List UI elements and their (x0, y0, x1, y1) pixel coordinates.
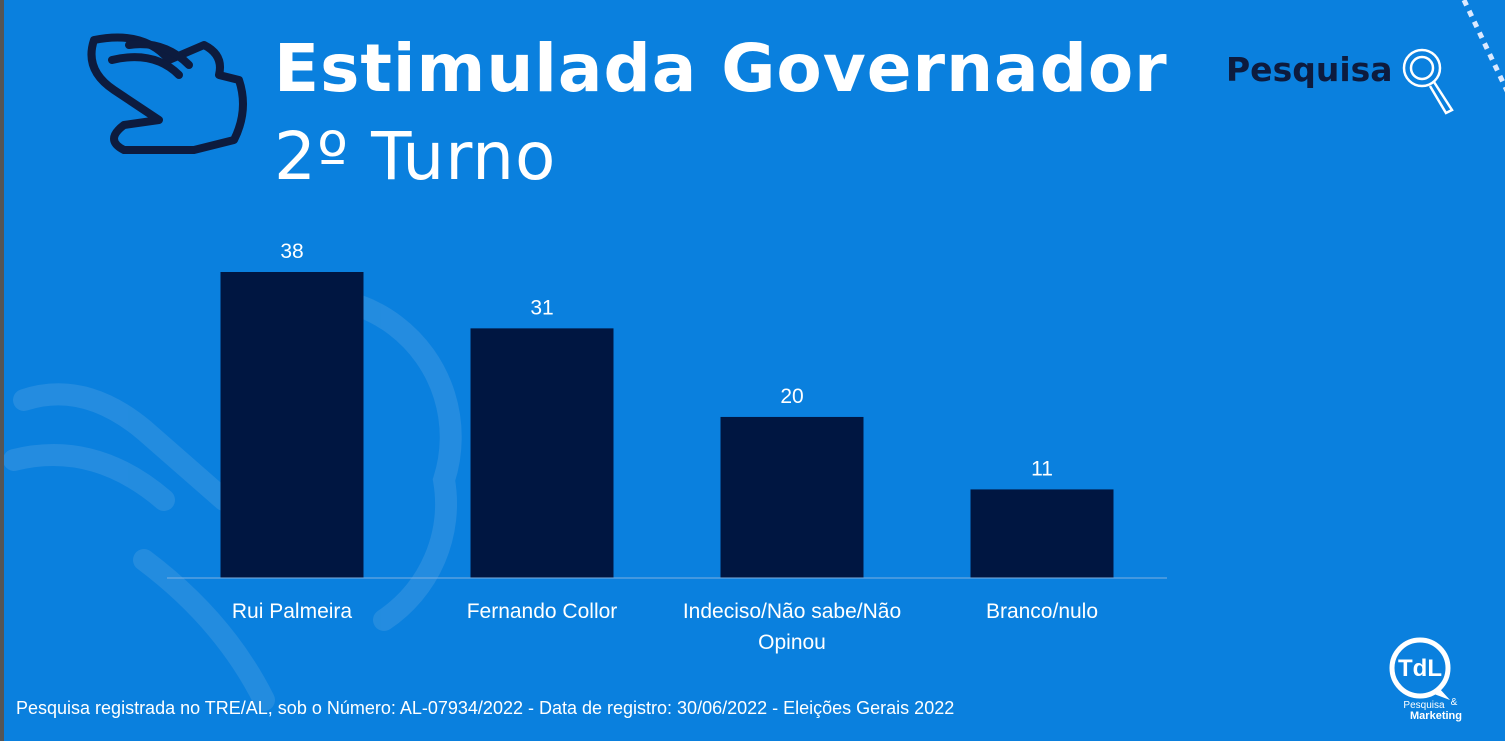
x-tick-label: Indeciso/Não sabe/Não Opinou (682, 600, 902, 654)
hand-icon (87, 33, 247, 154)
bar (220, 272, 364, 578)
bar (470, 328, 614, 578)
logo-line1: Pesquisa (1403, 700, 1445, 711)
bar (970, 489, 1114, 578)
bar (720, 416, 864, 578)
footer-note: Pesquisa registrada no TRE/AL, sob o Núm… (16, 698, 955, 718)
x-tick-label: Fernando Collor (466, 600, 618, 623)
chart: 38 31 20 11 (167, 240, 1167, 579)
value-label: 20 (780, 385, 803, 408)
logo-amp: & (1451, 697, 1458, 708)
value-label: 31 (530, 296, 553, 319)
subtitle: 2º Turno (274, 118, 557, 195)
value-label: 11 (1031, 457, 1053, 480)
corner-stripe (1461, 0, 1505, 93)
value-label: 38 (280, 240, 303, 263)
x-tick-label: Branco/nulo (985, 600, 1099, 623)
title: Estimulada Governador (274, 30, 1168, 107)
x-tick-label: Rui Palmeira (231, 600, 353, 623)
tdl-logo: TdL Pesquisa & Marketing (1389, 637, 1462, 722)
magnifier (1402, 48, 1454, 115)
brand: Pesquisa (1226, 50, 1393, 89)
logo-line2: Marketing (1410, 710, 1462, 722)
logo-mark: TdL (1398, 655, 1442, 682)
